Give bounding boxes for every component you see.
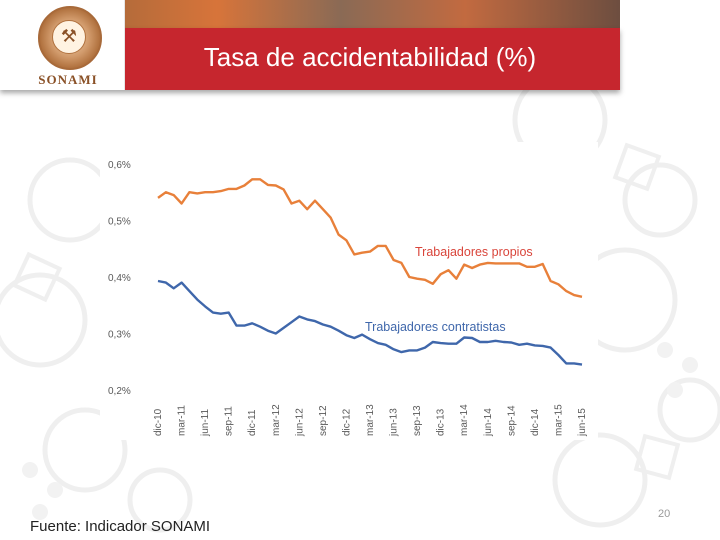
logo-text: SONAMI [38,72,98,87]
x-tick-label: sep-13 [412,405,423,436]
crossed-hammers-icon: ⚒ [52,20,86,54]
x-tick-label: jun-11 [200,409,211,437]
series-label: Trabajadores propios [415,245,533,259]
line-chart: 0,6% 0,5% 0,4% 0,3% 0,2% dic-10 mar-11 jun-11 se… [108,160,588,437]
series-label: Trabajadores contratistas [365,320,506,334]
series-line [157,178,583,298]
sonami-logo: ⚒ SONAMI [0,0,125,90]
y-tick-label: 0,4% [108,273,131,284]
x-tick-label: jun-14 [483,408,494,437]
x-tick-label: jun-13 [389,408,400,437]
x-tick-label: sep-12 [318,405,329,436]
logo-emblem: ⚒ [38,6,102,70]
x-tick-label: jun-12 [294,408,305,437]
header: ⚒ SONAMI Tasa de accidentabilidad (%) [0,0,620,90]
slide-title: Tasa de accidentabilidad (%) [203,42,537,72]
x-tick-label: mar-13 [365,404,376,436]
x-tick-label: dic-11 [247,409,258,436]
x-tick-label: mar-12 [271,404,282,436]
y-tick-label: 0,5% [108,217,131,228]
x-tick-label: jun-15 [577,408,588,437]
y-tick-label: 0,2% [108,386,131,397]
x-tick-label: sep-11 [224,406,235,436]
x-tick-label: dic-14 [530,408,541,436]
x-tick-label: dic-13 [436,408,447,436]
chart-area: 0,6% 0,5% 0,4% 0,3% 0,2% dic-10 mar-11 jun-11 se… [100,142,598,440]
source-note: Fuente: Indicador SONAMI [30,518,211,535]
page-number: 20 [658,508,671,520]
x-tick-label: mar-14 [459,404,470,436]
x-tick-label: dic-10 [153,408,164,436]
y-tick-label: 0,6% [108,160,131,171]
x-tick-label: mar-15 [553,404,564,436]
x-tick-label: dic-12 [341,408,352,436]
x-tick-label: sep-14 [506,405,517,436]
x-tick-label: mar-11 [177,405,188,436]
series-line [157,279,583,366]
y-tick-label: 0,3% [108,330,131,341]
